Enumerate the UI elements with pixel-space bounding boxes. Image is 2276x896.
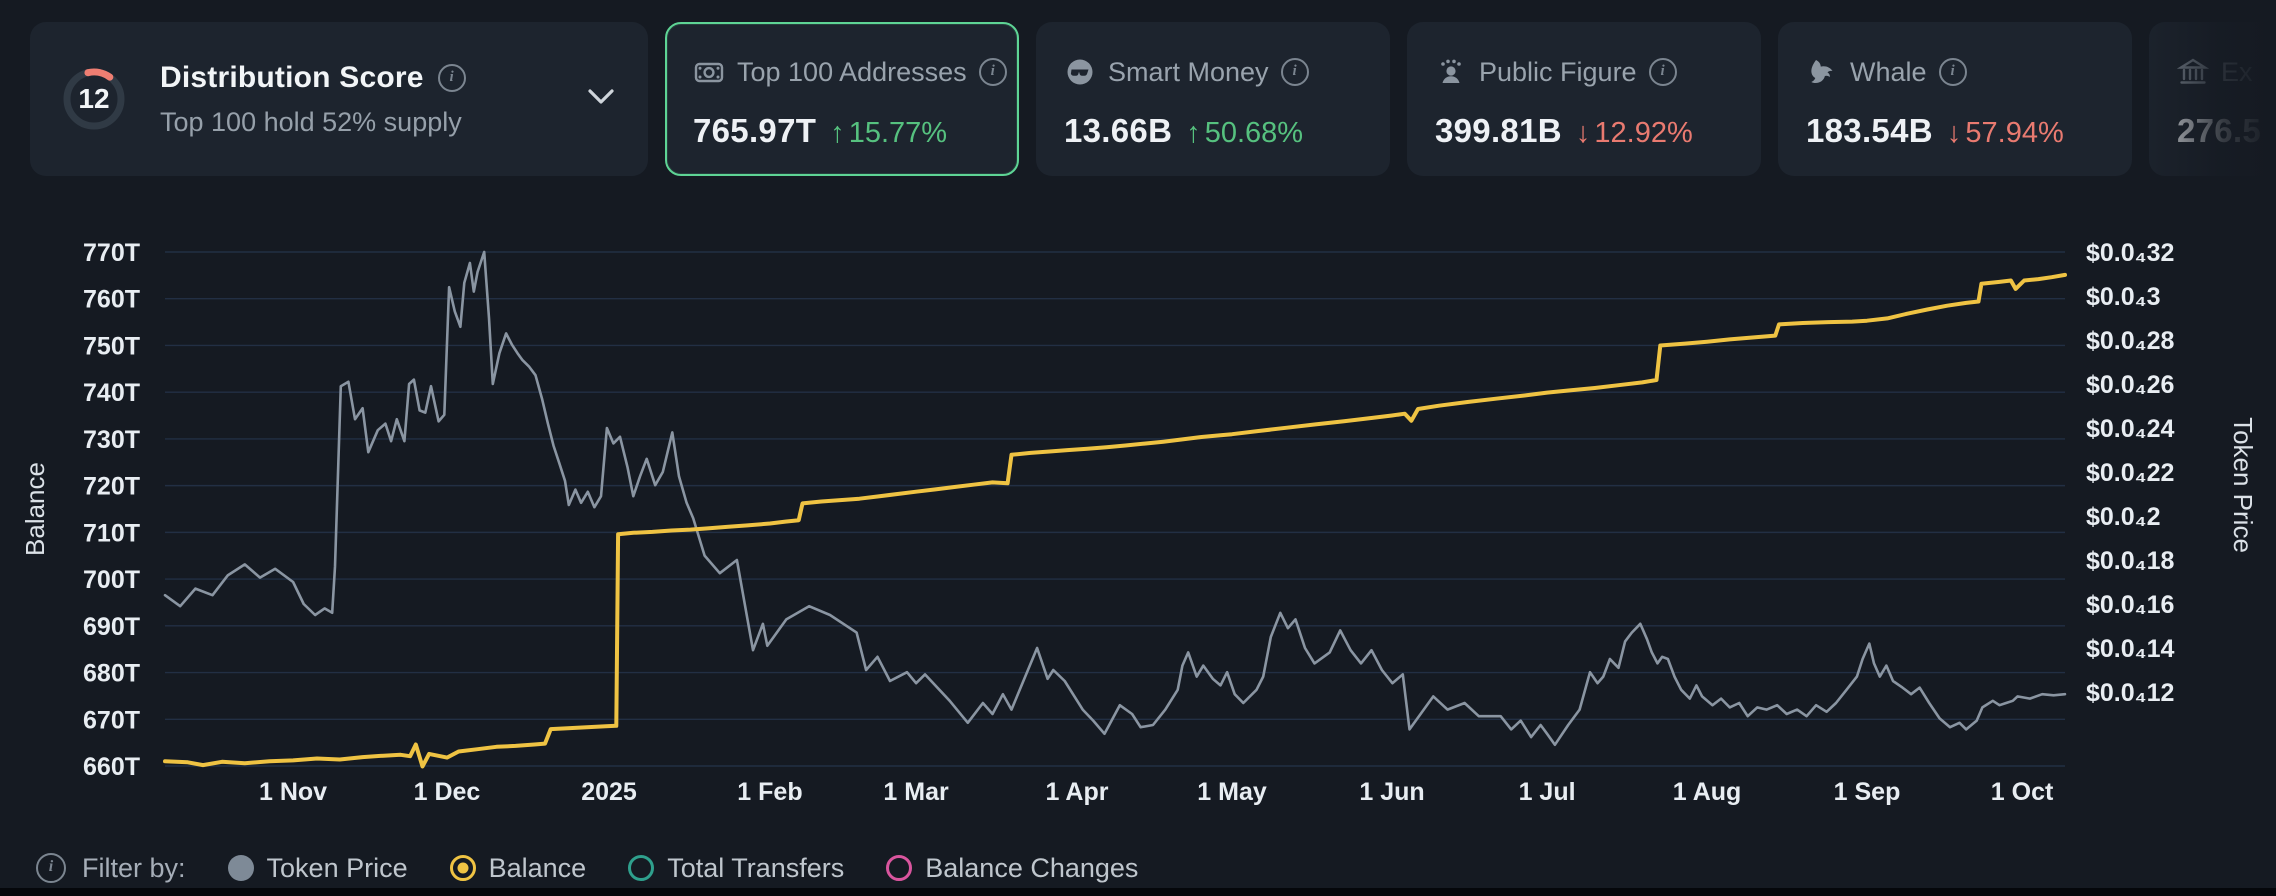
arrow-up-icon: ↑ bbox=[830, 117, 845, 149]
chevron-down-icon[interactable] bbox=[588, 89, 614, 109]
x-tick: 2025 bbox=[581, 778, 637, 806]
y-right-tick: $0.0₄28 bbox=[2086, 327, 2174, 355]
arrow-down-icon: ↓ bbox=[1946, 117, 1962, 149]
x-tick: 1 Oct bbox=[1991, 778, 2054, 806]
x-tick: 1 Jun bbox=[1359, 778, 1424, 806]
x-tick: 1 Jul bbox=[1519, 778, 1576, 806]
bottom-scroll-strip[interactable] bbox=[0, 888, 2276, 896]
stat-label: Whale bbox=[1850, 56, 1927, 87]
stat-value: 13.66B bbox=[1064, 112, 1173, 149]
balance-line[interactable] bbox=[163, 272, 2067, 769]
public-figure-icon bbox=[1435, 56, 1467, 88]
y-left-tick: 710T bbox=[83, 519, 140, 547]
gauge-ring-icon bbox=[63, 68, 125, 130]
y-right-tick: $0.0₄26 bbox=[2086, 371, 2174, 399]
stat-cards-row: 12 Distribution Score i Top 100 hold 52%… bbox=[30, 22, 2276, 176]
y-right-tick: $0.0₄24 bbox=[2086, 415, 2174, 443]
balance-price-chart[interactable]: 770T 760T 750T 740T 730T 720T 710T 700T 690T 680T… bbox=[0, 190, 2276, 850]
filter-by-label: Filter by: bbox=[82, 852, 186, 883]
stat-card-whale[interactable]: Whale i 183.54B ↓ 57.94% bbox=[1778, 22, 2132, 176]
stat-value: 765.97T bbox=[693, 112, 817, 149]
legend-label: Balance bbox=[488, 852, 587, 883]
y-right-axis-title: Token Price bbox=[2228, 417, 2258, 553]
distribution-score-value: 12 bbox=[78, 83, 110, 114]
legend-label: Token Price bbox=[266, 852, 408, 883]
stat-card-top100-addresses[interactable]: Top 100 Addresses i 765.97T ↑ 15.77% bbox=[665, 22, 1019, 176]
chart-filter-bar: i Filter by: Token Price Balance Total T… bbox=[36, 848, 1138, 888]
stat-label: Ex bbox=[2221, 56, 2253, 87]
bank-icon bbox=[2177, 56, 2209, 88]
legend-item-balance[interactable]: Balance bbox=[449, 852, 587, 884]
legend-item-balance-changes[interactable]: Balance Changes bbox=[886, 853, 1138, 884]
x-tick: 1 Aug bbox=[1673, 778, 1742, 806]
sunglasses-face-icon bbox=[1064, 56, 1096, 88]
y-right-tick: $0.0₄3 bbox=[2086, 283, 2160, 311]
distribution-score-text: Distribution Score i Top 100 hold 52% su… bbox=[160, 61, 466, 138]
legend-label: Total Transfers bbox=[667, 852, 845, 883]
y-right-tick: $0.0₄12 bbox=[2086, 679, 2174, 707]
y-left-axis-title: Balance bbox=[20, 462, 50, 556]
stat-value: 276.5 bbox=[2177, 112, 2262, 149]
banknote-icon bbox=[693, 56, 725, 88]
arrow-down-icon: ↓ bbox=[1575, 117, 1591, 149]
y-right-tick: $0.0₄22 bbox=[2086, 459, 2174, 487]
stat-value: 399.81B bbox=[1435, 112, 1562, 149]
legend-item-total-transfers[interactable]: Total Transfers bbox=[628, 853, 844, 884]
distribution-score-subtitle: Top 100 hold 52% supply bbox=[160, 106, 462, 137]
x-tick: 1 Apr bbox=[1046, 778, 1109, 806]
y-left-tick: 730T bbox=[83, 426, 140, 454]
info-icon[interactable]: i bbox=[1648, 58, 1677, 86]
info-icon[interactable]: i bbox=[978, 58, 1007, 86]
y-right-tick: $0.0₄18 bbox=[2086, 547, 2174, 575]
legend-label: Balance Changes bbox=[925, 852, 1139, 883]
token-price-swatch-icon bbox=[227, 855, 254, 881]
y-left-tick: 720T bbox=[83, 473, 140, 501]
token-price-line[interactable] bbox=[163, 250, 2067, 747]
stat-label: Smart Money bbox=[1108, 56, 1269, 87]
whale-icon bbox=[1806, 56, 1838, 88]
y-left-tick: 740T bbox=[83, 379, 140, 407]
y-left-tick: 670T bbox=[83, 706, 140, 734]
y-right-tick: $0.0₄16 bbox=[2086, 591, 2174, 619]
y-left-tick: 750T bbox=[83, 332, 140, 360]
stat-label: Public Figure bbox=[1479, 56, 1637, 87]
info-icon[interactable]: i bbox=[1280, 58, 1309, 86]
stat-card-exchange-partial[interactable]: Ex 276.5 bbox=[2149, 22, 2276, 176]
y-right-tick: $0.0₄2 bbox=[2086, 503, 2160, 531]
arrow-up-icon: ↑ bbox=[1186, 117, 1201, 149]
legend-item-token-price[interactable]: Token Price bbox=[227, 852, 408, 884]
stat-card-smart-money[interactable]: Smart Money i 13.66B ↑ 50.68% bbox=[1036, 22, 1390, 176]
x-tick: 1 Mar bbox=[883, 778, 949, 806]
stat-label: Top 100 Addresses bbox=[737, 56, 967, 87]
y-left-tick: 760T bbox=[83, 286, 140, 314]
y-left-tick: 700T bbox=[83, 566, 140, 594]
y-right-tick: $0.0₄14 bbox=[2086, 635, 2174, 663]
distribution-score-gauge: 12 bbox=[60, 65, 128, 133]
stat-change: ↑ 15.77% bbox=[830, 117, 948, 149]
info-icon[interactable]: i bbox=[36, 853, 66, 883]
total-transfers-swatch-icon bbox=[628, 855, 655, 881]
info-icon[interactable]: i bbox=[1938, 58, 1967, 86]
x-tick: 1 Sep bbox=[1834, 778, 1901, 806]
x-tick: 1 Feb bbox=[737, 778, 802, 806]
y-left-tick: 770T bbox=[83, 239, 140, 267]
distribution-score-title: Distribution Score bbox=[160, 60, 424, 94]
stat-value: 183.54B bbox=[1806, 112, 1933, 149]
balance-changes-swatch-icon bbox=[886, 855, 913, 881]
stat-change: ↓ 12.92% bbox=[1575, 117, 1693, 149]
x-tick: 1 Nov bbox=[259, 778, 327, 806]
x-tick: 1 Dec bbox=[414, 778, 481, 806]
stat-card-public-figure[interactable]: Public Figure i 399.81B ↓ 12.92% bbox=[1407, 22, 1761, 176]
x-tick: 1 May bbox=[1197, 778, 1267, 806]
balance-swatch-icon bbox=[449, 855, 476, 881]
stat-change: ↓ 57.94% bbox=[1946, 117, 2064, 149]
stat-change: ↑ 50.68% bbox=[1186, 117, 1304, 149]
distribution-score-card[interactable]: 12 Distribution Score i Top 100 hold 52%… bbox=[30, 22, 648, 176]
info-icon[interactable]: i bbox=[437, 63, 466, 92]
y-right-tick: $0.0₄32 bbox=[2086, 239, 2174, 267]
y-left-tick: 660T bbox=[83, 753, 140, 781]
y-left-tick: 680T bbox=[83, 660, 140, 688]
y-left-tick: 690T bbox=[83, 613, 140, 641]
